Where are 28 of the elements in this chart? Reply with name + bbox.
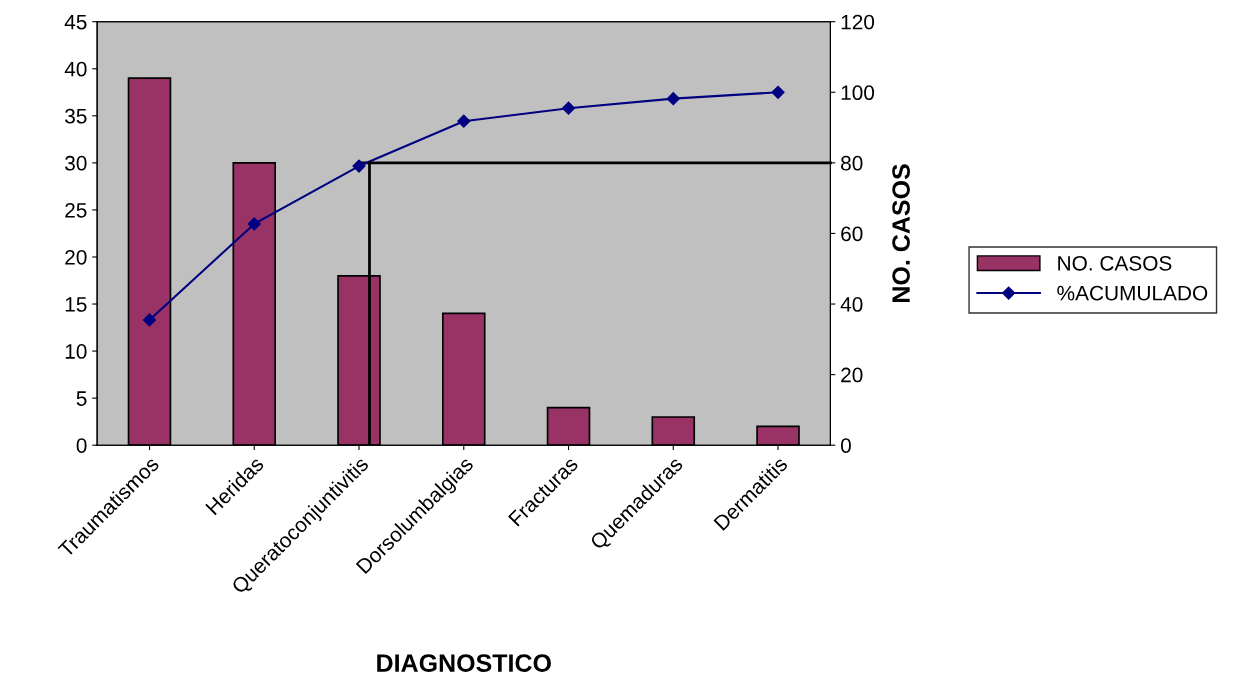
x-axis-title: DIAGNOSTICO: [377, 654, 551, 672]
y-tick-label: 0: [76, 438, 87, 453]
y2-tick-label: 20: [841, 367, 863, 383]
y-tick-label: 40: [64, 61, 87, 77]
y2-tick-label: 60: [841, 226, 863, 242]
point: [771, 85, 785, 99]
y-tick-label: 45: [64, 14, 87, 30]
point: [561, 101, 576, 115]
point: [666, 92, 680, 106]
point: [142, 313, 157, 327]
y-tick-label: 30: [65, 155, 87, 171]
y2-tick-label: 40: [840, 297, 863, 312]
y2-axis-title: NO. CASOS: [892, 164, 910, 302]
y2-tick-label: 80: [841, 155, 863, 171]
y2-tick-label: 120: [841, 14, 875, 30]
y-tick-label: 5: [76, 391, 87, 406]
legend-label: %ACUMULADO: [1057, 285, 1208, 301]
point: [247, 217, 261, 231]
legend-label: NO. CASOS: [1058, 255, 1172, 271]
y-tick-label: 25: [65, 202, 87, 218]
point: [352, 159, 366, 173]
y-tick-label: 10: [65, 344, 87, 359]
y-tick-label: 15: [65, 297, 87, 312]
y-tick-label: 35: [65, 108, 87, 124]
y2-tick-label: 0: [840, 438, 851, 453]
point: [457, 114, 471, 128]
y2-tick-label: 100: [841, 85, 875, 101]
y-tick-label: 20: [65, 249, 87, 265]
